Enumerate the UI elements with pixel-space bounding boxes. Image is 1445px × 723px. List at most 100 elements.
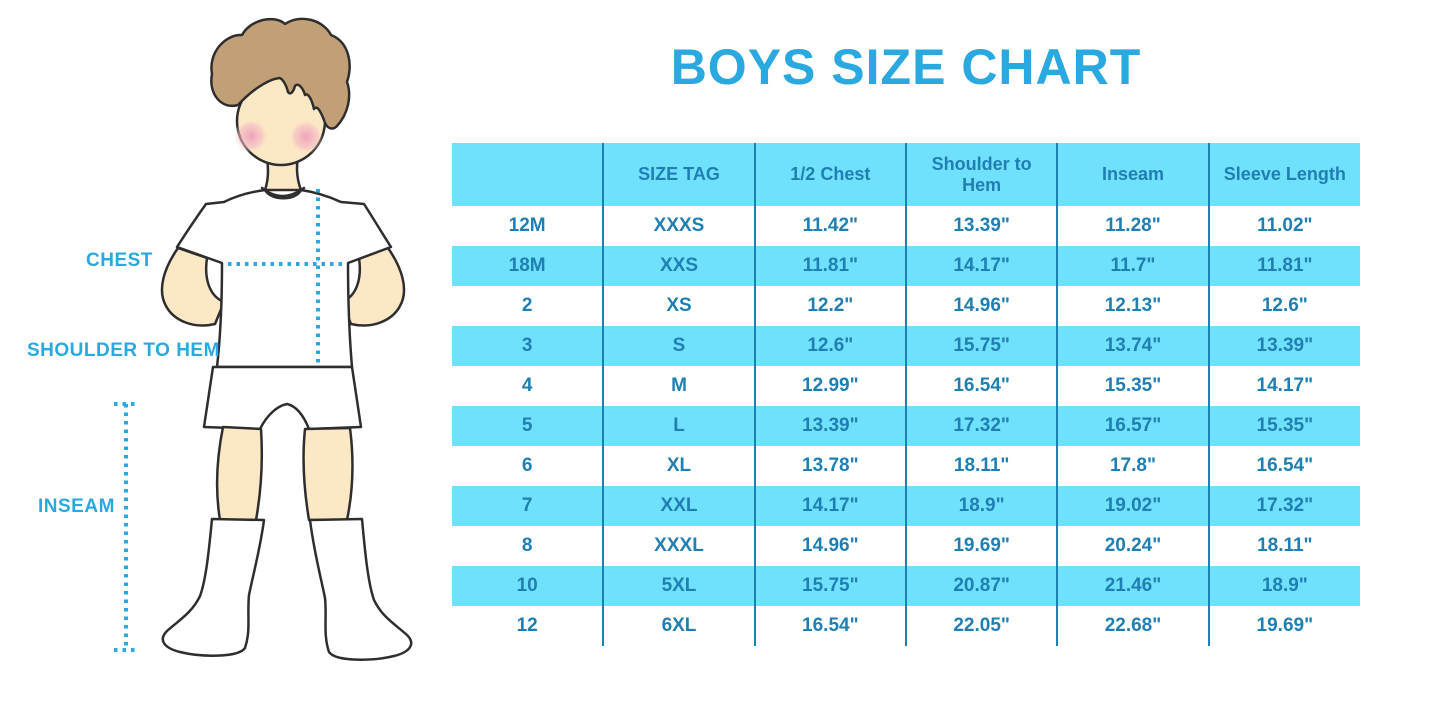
measurement-cell: 12.2" <box>753 286 906 326</box>
collar-line <box>260 186 306 198</box>
measurement-cell: 21.46" <box>1056 566 1209 606</box>
measurement-cell: L <box>602 406 755 446</box>
table-row: 12 6XL 16.54" 22.05" 22.68" 19.69" <box>452 606 1360 646</box>
size-cell: 18M <box>452 246 604 286</box>
shoulder-to-hem-label: SHOULDER TO HEM <box>27 340 220 361</box>
table-row: 10 5XL 15.75" 20.87" 21.46" 18.9" <box>452 566 1360 606</box>
measurement-cell: 16.57" <box>1056 406 1209 446</box>
measurement-cell: 22.05" <box>904 606 1058 646</box>
table-row: 8 XXXL 14.96" 19.69" 20.24" 18.11" <box>452 526 1360 566</box>
measurement-cell: 14.96" <box>753 526 906 566</box>
measurement-cell: 12.99" <box>753 366 906 406</box>
measurement-cell: 16.54" <box>904 366 1058 406</box>
measurement-cell: 11.7" <box>1056 246 1209 286</box>
header-row: SIZE TAG 1/2 Chest Shoulder to Hem Inseam Sl… <box>452 143 1360 206</box>
measurement-cell: 11.02" <box>1207 206 1360 246</box>
t-shirt <box>175 188 393 369</box>
measurement-cell: XXS <box>602 246 755 286</box>
shorts <box>202 365 363 431</box>
measurement-cell: 18.11" <box>904 446 1058 486</box>
measurement-cell: 15.35" <box>1207 406 1360 446</box>
right-leg <box>302 426 354 522</box>
measurement-cell: 17.32" <box>1207 486 1360 526</box>
measurement-cell: XS <box>602 286 755 326</box>
size-cell: 7 <box>452 486 604 526</box>
column-header-1: SIZE TAG <box>602 143 755 206</box>
measurement-cell: 13.74" <box>1056 326 1209 366</box>
measurement-cell: 5XL <box>602 566 755 606</box>
chest-label: CHEST <box>86 250 153 271</box>
size-cell: 10 <box>452 566 604 606</box>
measurement-cell: 12.6" <box>1207 286 1360 326</box>
measurement-cell: 11.81" <box>753 246 906 286</box>
measurement-cell: XXL <box>602 486 755 526</box>
measurement-cell: M <box>602 366 755 406</box>
page-title: BOYS SIZE CHART <box>670 39 1142 95</box>
size-cell: 5 <box>452 406 604 446</box>
measurement-cell: 19.69" <box>1207 606 1360 646</box>
measurement-cell: 13.39" <box>904 206 1058 246</box>
measurement-cell: 14.17" <box>1207 366 1360 406</box>
measurement-cell: XL <box>602 446 755 486</box>
left-arm <box>160 246 226 327</box>
table-row: 4 M 12.99" 16.54" 15.35" 14.17" <box>452 366 1360 406</box>
measurement-cell: 19.69" <box>904 526 1058 566</box>
measurement-cell: 12.6" <box>753 326 906 366</box>
measurement-lines <box>114 189 345 652</box>
measurement-cell: 14.17" <box>904 246 1058 286</box>
left-leg <box>215 425 263 522</box>
measurement-cell: 16.54" <box>753 606 906 646</box>
size-table: SIZE TAG 1/2 Chest Shoulder to Hem Inseam Sl… <box>452 143 1360 646</box>
measurement-cell: 17.8" <box>1056 446 1209 486</box>
measurement-cell: 17.32" <box>904 406 1058 446</box>
measurement-cell: 13.39" <box>1207 326 1360 366</box>
measurement-cell: 11.28" <box>1056 206 1209 246</box>
size-cell: 4 <box>521 375 533 396</box>
column-header-3: Shoulder to Hem <box>904 143 1058 206</box>
right-arm <box>340 246 406 327</box>
size-cell: 12 <box>516 615 538 636</box>
table-row: 2 XS 12.2" 14.96" 12.13" 12.6" <box>452 286 1360 326</box>
column-header-0 <box>452 143 604 206</box>
column-header-4: Inseam <box>1056 143 1209 206</box>
blush-left-cheek <box>234 119 268 153</box>
measurement-cell: XXXL <box>602 526 755 566</box>
measurement-cell: 18.9" <box>904 486 1058 526</box>
measurement-cell: 11.81" <box>1207 246 1360 286</box>
measurement-cell: 12.13" <box>1056 286 1209 326</box>
size-table-header: SIZE TAG 1/2 Chest Shoulder to Hem Inseam Sl… <box>452 143 1360 206</box>
size-cell: 8 <box>521 535 533 556</box>
measurement-cell: 6XL <box>602 606 755 646</box>
measurement-cell: 13.78" <box>753 446 906 486</box>
size-cell: 12M <box>508 215 546 236</box>
table-row: 5 L 13.39" 17.32" 16.57" 15.35" <box>452 406 1360 446</box>
left-sock <box>161 517 266 657</box>
table-row: 3 S 12.6" 15.75" 13.74" 13.39" <box>452 326 1360 366</box>
measurement-cell: 15.75" <box>904 326 1058 366</box>
size-cell: 2 <box>521 295 533 316</box>
measurement-cell: 22.68" <box>1056 606 1209 646</box>
measurement-cell: 13.39" <box>753 406 906 446</box>
measurement-cell: 14.17" <box>753 486 906 526</box>
table-row: 18M XXS 11.81" 14.17" 11.7" 11.81" <box>452 246 1360 286</box>
size-table-body: 12M XXXS 11.42" 13.39" 11.28" 11.02" 18M XXS 11.… <box>452 206 1360 646</box>
measurement-cell: 15.75" <box>753 566 906 606</box>
boy-illustration <box>114 17 413 661</box>
column-header-5: Sleeve Length <box>1207 143 1360 206</box>
size-cell: 6 <box>521 455 533 476</box>
hair <box>210 17 351 130</box>
measurement-cell: 14.96" <box>904 286 1058 326</box>
inseam-label: INSEAM <box>38 496 115 517</box>
measurement-cell: S <box>602 326 755 366</box>
right-sock <box>308 517 413 661</box>
measurement-cell: 18.11" <box>1207 526 1360 566</box>
measurement-cell: 19.02" <box>1056 486 1209 526</box>
measurement-cell: XXXS <box>602 206 755 246</box>
blush-right-cheek <box>289 120 323 154</box>
table-row: 12M XXXS 11.42" 13.39" 11.28" 11.02" <box>452 206 1360 246</box>
measurement-cell: 20.87" <box>904 566 1058 606</box>
measurement-cell: 15.35" <box>1056 366 1209 406</box>
column-header-2: 1/2 Chest <box>753 143 906 206</box>
table-row: 7 XXL 14.17" 18.9" 19.02" 17.32" <box>452 486 1360 526</box>
